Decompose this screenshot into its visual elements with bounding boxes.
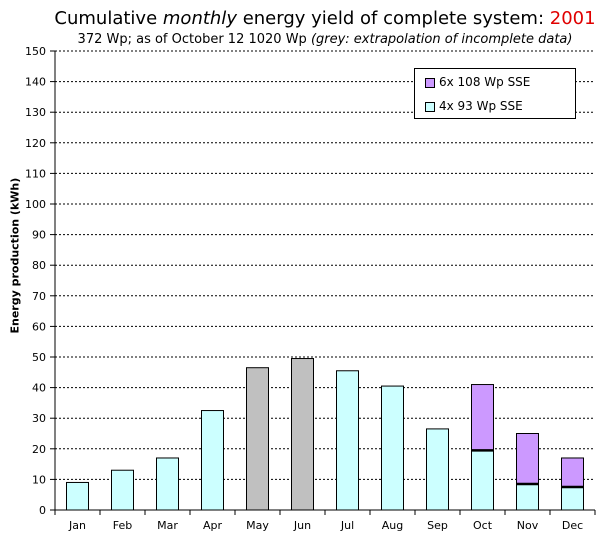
legend-label-4x93: 4x 93 Wp SSE bbox=[439, 99, 523, 113]
y-tick-label: 10 bbox=[32, 473, 46, 486]
x-tick-label: Sep bbox=[427, 519, 448, 532]
y-tick-label: 150 bbox=[25, 45, 46, 58]
subtitle-note: (grey: extrapolation of incomplete data) bbox=[310, 32, 573, 47]
title-middle: energy yield of complete system: bbox=[236, 8, 550, 29]
y-tick-label: 110 bbox=[25, 167, 46, 180]
legend-swatch-6x108 bbox=[425, 77, 435, 88]
bar-nov-series-1 bbox=[516, 483, 539, 511]
bar-feb-series-1 bbox=[111, 469, 134, 511]
legend-swatch-4x93 bbox=[425, 101, 435, 112]
x-tick-label: Jul bbox=[340, 519, 354, 532]
bar-sep-series-1 bbox=[426, 428, 449, 511]
x-tick-label: Jan bbox=[68, 519, 86, 532]
y-tick-label: 140 bbox=[25, 76, 46, 89]
y-tick-label: 50 bbox=[32, 351, 46, 364]
y-tick-label: 60 bbox=[32, 320, 46, 333]
y-tick-label: 30 bbox=[32, 412, 46, 425]
x-tick-label: Dec bbox=[562, 519, 583, 532]
legend-item-4x93: 4x 93 Wp SSE bbox=[425, 99, 523, 113]
x-tick-label: Jun bbox=[293, 519, 311, 532]
chart-subtitle: 372 Wp; as of October 12 1020 Wp (grey: … bbox=[0, 32, 610, 47]
bar-nov-series-2 bbox=[516, 433, 539, 485]
title-emphasis: monthly bbox=[162, 8, 237, 29]
chart-title: Cumulative monthly energy yield of compl… bbox=[0, 8, 610, 29]
bar-jul-series-1 bbox=[336, 370, 359, 511]
y-tick-label: 120 bbox=[25, 137, 46, 150]
x-tick-label: Aug bbox=[382, 519, 403, 532]
bar-dec-series-1 bbox=[561, 486, 584, 511]
bar-jan-series-1 bbox=[66, 481, 89, 511]
x-tick-label: Nov bbox=[517, 519, 539, 532]
bar-jun-series-1 bbox=[291, 358, 314, 511]
y-tick-label: 80 bbox=[32, 259, 46, 272]
bar-mar-series-1 bbox=[156, 457, 179, 511]
subtitle-main: 372 Wp; as of October 12 1020 Wp bbox=[77, 32, 311, 47]
title-prefix: Cumulative bbox=[54, 8, 163, 29]
bar-oct-series-2 bbox=[471, 384, 494, 451]
y-tick-label: 0 bbox=[39, 504, 46, 517]
x-tick-label: Oct bbox=[473, 519, 493, 532]
bar-apr-series-1 bbox=[201, 410, 224, 511]
y-tick-label: 70 bbox=[32, 290, 46, 303]
y-tick-label: 130 bbox=[25, 106, 46, 119]
x-tick-label: May bbox=[246, 519, 269, 532]
y-tick-label: 100 bbox=[25, 198, 46, 211]
title-year: 2001 bbox=[549, 8, 596, 29]
bar-may-series-1 bbox=[246, 367, 269, 511]
y-tick-label: 20 bbox=[32, 443, 46, 456]
y-tick-label: 40 bbox=[32, 382, 46, 395]
x-tick-label: Mar bbox=[157, 519, 178, 532]
bar-dec-series-2 bbox=[561, 457, 584, 488]
legend-item-6x108: 6x 108 Wp SSE bbox=[425, 75, 530, 89]
bar-oct-series-1 bbox=[471, 449, 494, 511]
bar-aug-series-1 bbox=[381, 385, 404, 511]
y-tick-label: 90 bbox=[32, 229, 46, 242]
x-tick-label: Apr bbox=[203, 519, 223, 532]
chart-legend: 6x 108 Wp SSE 4x 93 Wp SSE bbox=[414, 68, 576, 119]
legend-label-6x108: 6x 108 Wp SSE bbox=[439, 75, 531, 89]
x-tick-label: Feb bbox=[113, 519, 132, 532]
